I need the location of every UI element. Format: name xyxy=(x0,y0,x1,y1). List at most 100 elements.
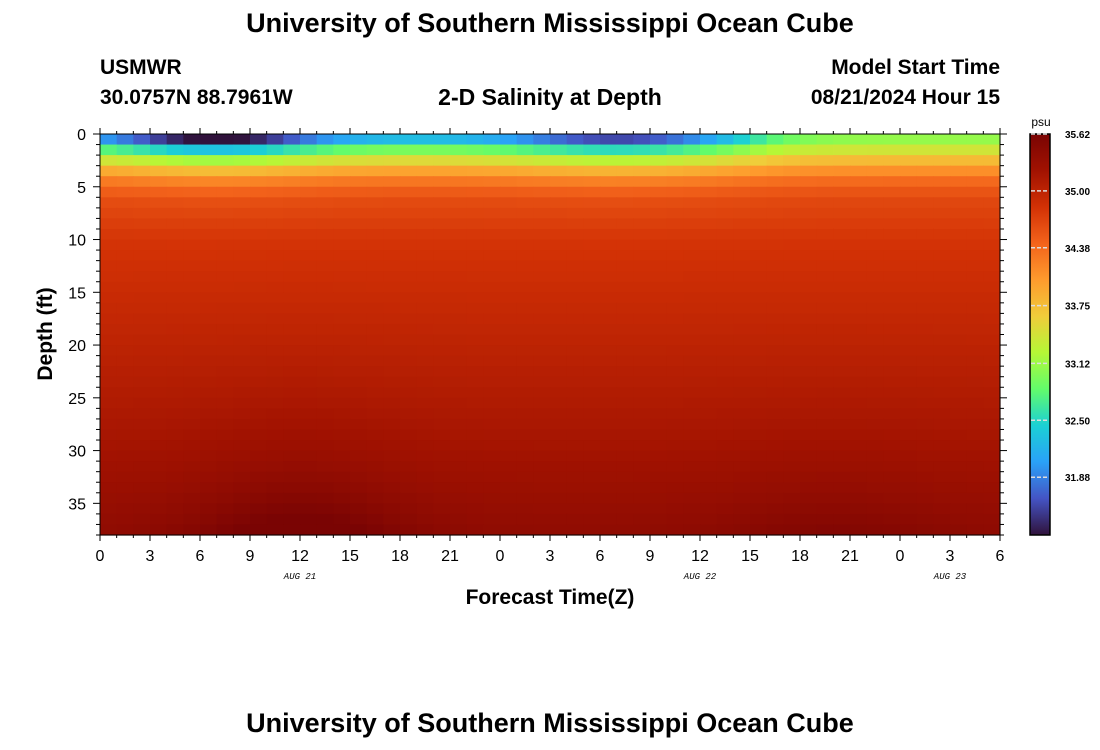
heatmap-cell xyxy=(683,155,701,167)
heatmap-cell xyxy=(333,155,351,167)
heatmap-cell xyxy=(583,408,601,420)
plot-title: 2-D Salinity at Depth xyxy=(438,84,662,110)
heatmap-cell xyxy=(550,418,568,431)
heatmap-cell xyxy=(350,524,368,536)
heatmap-cell xyxy=(783,250,801,262)
heatmap-cell xyxy=(516,302,534,314)
heatmap-cell xyxy=(850,239,868,251)
heatmap-cell xyxy=(983,292,1001,304)
heatmap-cell xyxy=(233,250,251,262)
heatmap-cell xyxy=(700,207,718,220)
heatmap-cell xyxy=(366,450,384,462)
heatmap-cell xyxy=(416,387,434,399)
heatmap-cell xyxy=(266,186,284,198)
heatmap-cell xyxy=(600,429,618,441)
heatmap-cell xyxy=(433,228,451,241)
x-tick-label: 21 xyxy=(841,548,859,565)
heatmap-cell xyxy=(433,503,451,515)
heatmap-cell xyxy=(383,355,401,367)
heatmap-cell xyxy=(200,207,218,220)
heatmap-cell xyxy=(416,471,434,483)
heatmap-cell xyxy=(316,524,334,536)
heatmap-cell xyxy=(533,134,551,146)
heatmap-cell xyxy=(400,207,418,220)
heatmap-cell xyxy=(433,418,451,431)
heatmap-cell xyxy=(666,408,684,420)
colorbar-tick-label: 33.12 xyxy=(1065,359,1090,370)
heatmap-cell xyxy=(383,197,401,209)
heatmap-cell xyxy=(666,302,684,314)
heatmap-cell xyxy=(250,345,268,357)
heatmap-cell xyxy=(333,207,351,220)
heatmap-cell xyxy=(600,197,618,209)
heatmap-cell xyxy=(433,492,451,504)
heatmap-cell xyxy=(650,376,668,388)
heatmap-cell xyxy=(666,376,684,388)
heatmap-cell xyxy=(900,302,918,314)
heatmap-cell xyxy=(566,134,584,146)
heatmap-cell xyxy=(950,186,968,198)
heatmap-cell xyxy=(950,228,968,241)
heatmap-cell xyxy=(116,260,134,272)
heatmap-cell xyxy=(300,228,318,241)
heatmap-cell xyxy=(866,207,884,220)
heatmap-cell xyxy=(116,366,134,378)
heatmap-cell xyxy=(750,524,768,536)
heatmap-cell xyxy=(316,250,334,262)
heatmap-cell xyxy=(283,440,301,452)
heatmap-cell xyxy=(266,482,284,494)
heatmap-cell xyxy=(766,176,784,188)
heatmap-cell xyxy=(266,218,284,230)
heatmap-cell xyxy=(500,144,518,156)
station-id: USMWR xyxy=(100,56,182,79)
heatmap-cell xyxy=(250,144,268,156)
heatmap-cell xyxy=(116,418,134,431)
heatmap-cell xyxy=(550,492,568,504)
heatmap-cell xyxy=(966,471,984,483)
y-tick-label: 10 xyxy=(68,233,86,250)
heatmap-cell xyxy=(666,313,684,325)
heatmap-cell xyxy=(466,207,484,220)
heatmap-cell xyxy=(733,440,751,452)
heatmap-cell xyxy=(150,176,168,188)
heatmap-cell xyxy=(900,155,918,167)
heatmap-cell xyxy=(516,228,534,241)
heatmap-cell xyxy=(850,524,868,536)
heatmap-cell xyxy=(883,334,901,346)
heatmap-cell xyxy=(883,197,901,209)
heatmap-cell xyxy=(100,450,118,462)
heatmap-cell xyxy=(850,513,868,526)
heatmap-cell xyxy=(366,155,384,167)
heatmap-cell xyxy=(150,186,168,198)
heatmap-cell xyxy=(600,440,618,452)
heatmap-cell xyxy=(650,281,668,293)
heatmap-cell xyxy=(483,260,501,272)
heatmap-cell xyxy=(816,471,834,483)
heatmap-cell xyxy=(283,165,301,177)
heatmap-cell xyxy=(683,186,701,198)
heatmap-cell xyxy=(966,165,984,177)
heatmap-cell xyxy=(466,376,484,388)
heatmap-cell xyxy=(400,408,418,420)
heatmap-cell xyxy=(683,471,701,483)
heatmap-cell xyxy=(966,450,984,462)
heatmap-cell xyxy=(300,461,318,473)
heatmap-cell xyxy=(150,513,168,526)
heatmap-cell xyxy=(266,155,284,167)
heatmap-cell xyxy=(733,260,751,272)
heatmap-cell xyxy=(533,355,551,367)
heatmap-cell xyxy=(183,387,201,399)
heatmap-cell xyxy=(433,302,451,314)
heatmap-cell xyxy=(966,366,984,378)
heatmap-cell xyxy=(716,271,734,283)
heatmap-cell xyxy=(283,239,301,251)
heatmap-cell xyxy=(916,461,934,473)
x-tick-label: 12 xyxy=(291,548,309,565)
heatmap-cell xyxy=(933,366,951,378)
heatmap-cell xyxy=(483,281,501,293)
heatmap-cell xyxy=(233,197,251,209)
heatmap-cell xyxy=(650,207,668,220)
heatmap-cell xyxy=(283,387,301,399)
heatmap-cell xyxy=(616,524,634,536)
heatmap-cell xyxy=(816,418,834,431)
